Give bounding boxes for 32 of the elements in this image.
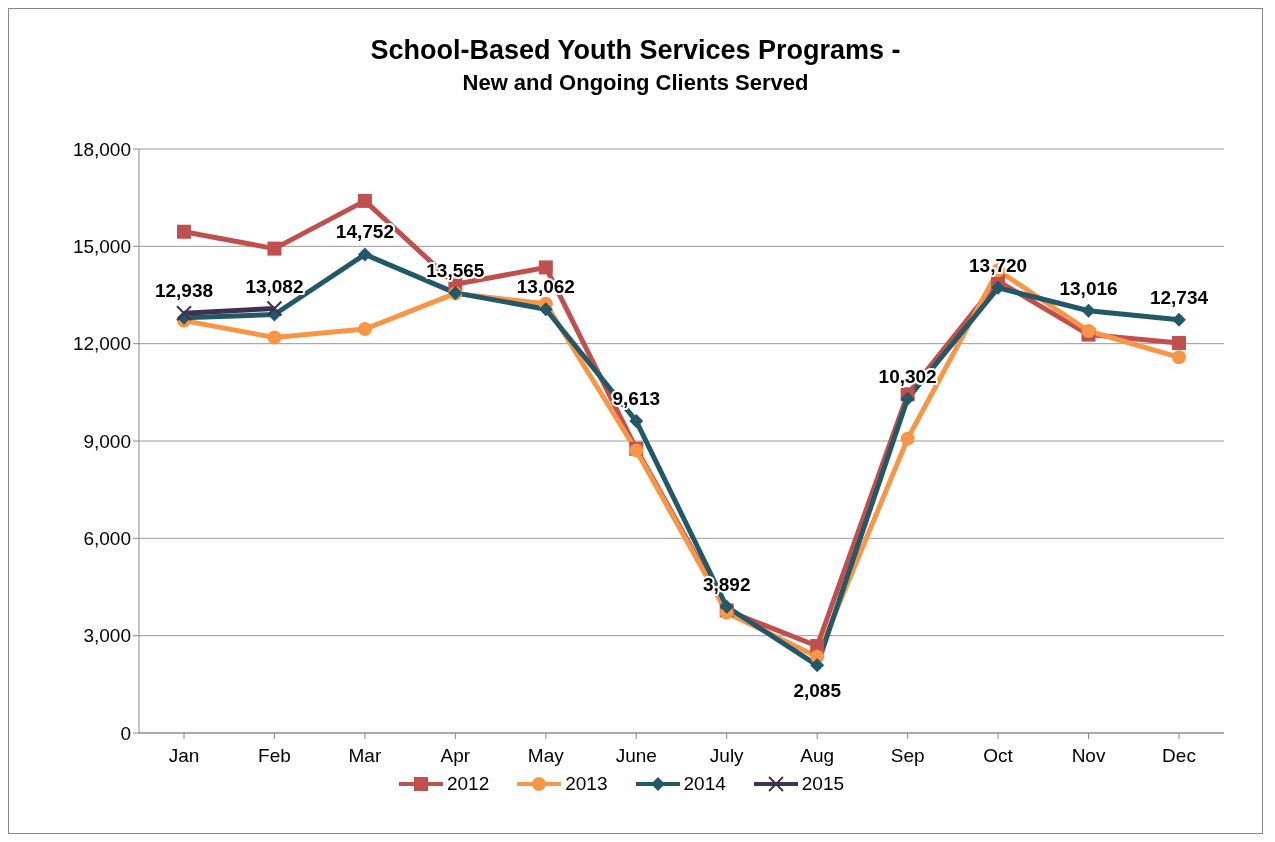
legend-label: 2012 <box>446 773 490 795</box>
x-tick-label: Jan <box>168 745 200 767</box>
y-tick-label: 15,000 <box>72 236 131 258</box>
x-tick-label: Dec <box>1162 745 1196 767</box>
data-label: 13,082 <box>245 275 304 297</box>
data-label: 12,938 <box>154 280 214 302</box>
data-label: 13,720 <box>969 254 1028 276</box>
x-tick-label: Feb <box>258 745 291 767</box>
y-tick-label: 0 <box>120 722 131 744</box>
chart-subtitle: New and Ongoing Clients Served <box>461 70 810 96</box>
data-label: 14,752 <box>335 221 394 243</box>
x-tick-label: Mar <box>348 745 382 767</box>
x-tick-label: Oct <box>983 745 1014 767</box>
legend-label: 2013 <box>565 773 608 795</box>
x-tick-label: Apr <box>440 745 471 767</box>
data-label: 13,016 <box>1059 277 1118 299</box>
y-tick-label: 18,000 <box>72 138 131 160</box>
y-tick-label: 3,000 <box>83 625 131 647</box>
x-tick-label: June <box>615 745 657 767</box>
x-tick-label: July <box>709 745 745 767</box>
y-tick-label: 9,000 <box>83 430 131 452</box>
legend-label: 2014 <box>683 773 726 795</box>
legend-label: 2015 <box>801 773 845 795</box>
x-tick-label: Nov <box>1071 745 1106 767</box>
data-label: 2,085 <box>793 680 842 702</box>
data-label: 12,734 <box>1149 286 1209 308</box>
y-tick-label: 6,000 <box>83 528 131 550</box>
y-tick-label: 12,000 <box>72 333 131 355</box>
chart-title: School-Based Youth Services Programs - <box>369 35 902 66</box>
x-tick-label: Aug <box>800 745 835 767</box>
x-tick-label: May <box>527 745 565 767</box>
x-tick-label: Sep <box>890 745 925 767</box>
